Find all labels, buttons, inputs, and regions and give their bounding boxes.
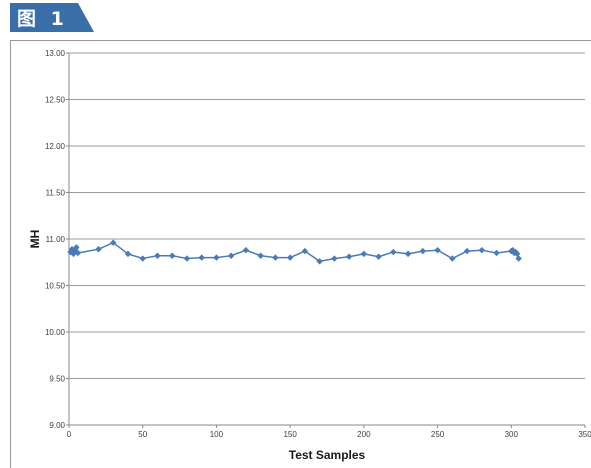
figure-label-tab [10,3,94,32]
data-point [110,239,117,246]
data-point [71,247,79,255]
data-point [434,246,441,254]
data-point [360,250,368,258]
y-tick-label: 12.00 [45,142,66,151]
x-tick-label: 350 [578,430,591,439]
data-point [463,247,471,255]
data-point [493,249,500,257]
x-tick-labels: 0 50 100 150 200 250 300 350 [67,430,591,439]
data-point [316,258,323,265]
data-point [512,248,519,256]
y-tick-label: 9.50 [49,375,65,384]
figure-label-text: 图 1 [17,8,68,30]
data-point [331,255,338,262]
data-series [67,239,522,265]
x-tick-label: 200 [357,430,371,439]
data-point [449,255,456,262]
data-point [124,250,132,258]
x-tick-label: 300 [505,430,519,439]
x-axis-title: Test Samples [289,448,366,462]
data-point [419,247,427,255]
y-axis-title: MH [28,230,42,249]
y-tick-label: 13.00 [45,49,66,58]
data-point [227,252,235,259]
data-point [478,246,485,254]
data-point [515,255,522,262]
data-point [375,253,382,260]
data-point [198,254,205,261]
y-tick-label: 9.00 [49,421,65,430]
y-tick-labels: 9.00 9.50 10.00 10.50 11.00 11.50 12.00 12.50 13… [45,49,66,430]
y-tick-label: 11.50 [46,189,66,198]
series-line [69,241,520,263]
data-point [139,255,146,262]
axes [66,52,586,428]
data-point [154,252,161,259]
data-point [390,248,397,256]
data-point [404,250,412,258]
x-tick-label: 150 [283,430,297,439]
y-tick-label: 11.00 [46,235,66,244]
data-point [345,253,353,260]
y-tick-label: 10.00 [45,328,66,337]
gridlines [69,52,585,379]
x-tick-label: 250 [431,430,445,439]
data-point [183,255,191,262]
chart-frame [10,40,591,468]
data-point [169,252,176,259]
data-point [257,252,264,259]
y-tick-label: 10.50 [45,282,66,291]
data-point [301,247,309,255]
y-tick-label: 12.50 [45,96,66,105]
data-point [242,246,250,254]
x-tick-label: 100 [210,430,224,439]
data-point [272,254,279,261]
data-point [213,254,220,261]
x-tick-label: 0 [67,430,72,439]
data-point [95,246,102,253]
data-point [74,249,82,257]
data-point [286,254,294,261]
figure-label: 图 1 [0,0,100,32]
x-tick-label: 50 [138,430,147,439]
data-point [73,244,80,251]
